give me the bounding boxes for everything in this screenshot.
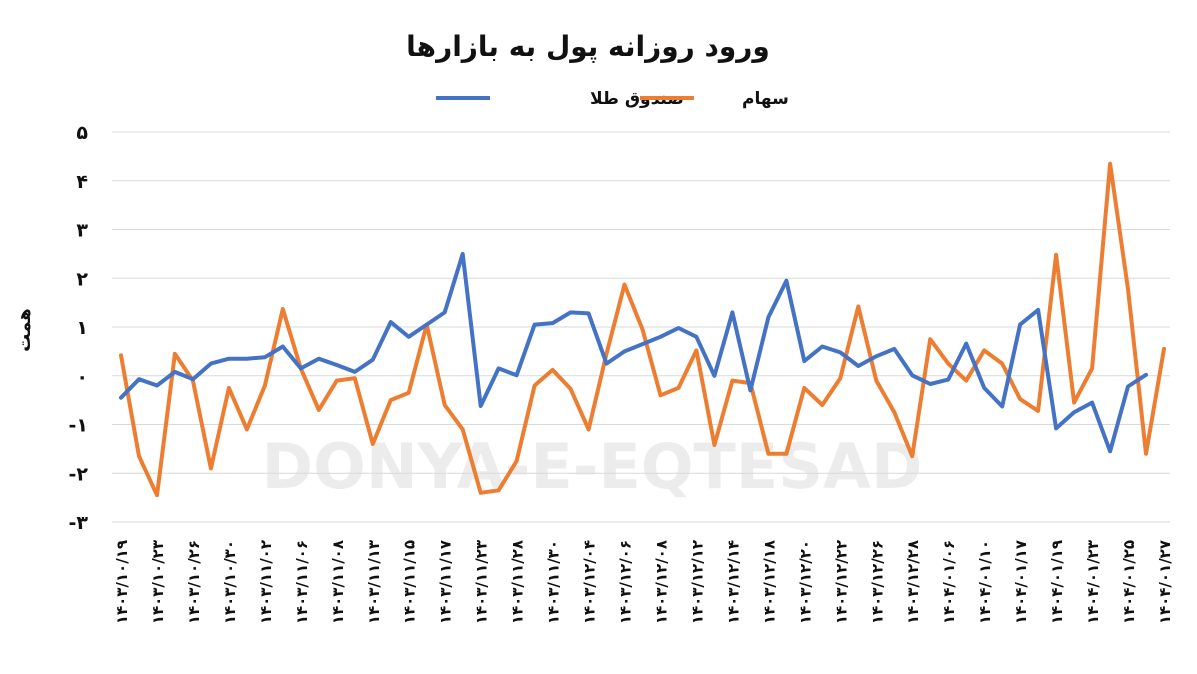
x-tick-label: ۱۴۰۳/۱۰/۳۰: [221, 540, 239, 624]
x-tick-label: ۱۴۰۳/۱۲/۲۶: [868, 540, 886, 624]
x-tick-label: ۱۴۰۳/۱۲/۲۰: [796, 540, 814, 624]
x-tick-label: ۱۴۰۴/۰۱/۲۵: [1120, 540, 1138, 624]
x-tick-label: ۱۴۰۴/۰۱/۱۷: [1012, 540, 1030, 624]
x-tick-label: ۱۴۰۳/۱۱/۰۲: [257, 540, 275, 624]
x-tick-label: ۱۴۰۳/۱۲/۰۸: [652, 540, 670, 624]
y-tick-label: ۳: [76, 220, 88, 242]
x-axis-ticks: ۱۴۰۳/۱۰/۱۹ ۱۴۰۳/۱۰/۲۳ ۱۴۰۳/۱۰/۲۶ ۱۴۰۳/۱۰/۳۰…: [113, 540, 1174, 624]
y-tick-label: ۲: [76, 268, 88, 290]
legend-item-gold-fund: صندوق طلا: [436, 89, 684, 109]
y-tick-label: ۴: [76, 171, 88, 193]
x-tick-label: ۱۴۰۳/۱۱/۰۸: [329, 540, 347, 624]
x-tick-label: ۱۴۰۳/۱۲/۱۸: [760, 540, 778, 624]
x-tick-label: ۱۴۰۳/۱۱/۲۸: [509, 540, 527, 624]
x-tick-label: ۱۴۰۳/۱۲/۰۶: [617, 540, 635, 624]
legend-label-gold-fund: صندوق طلا: [590, 89, 684, 109]
series-line-1: [119, 161, 1166, 498]
x-tick-label: ۱۴۰۴/۰۱/۲۳: [1084, 540, 1102, 624]
x-tick-label: ۱۴۰۴/۰۱/۱۰: [976, 540, 994, 624]
y-axis-ticks: -۳ -۲ -۱ ۰ ۱ ۲ ۳ ۴ ۵: [69, 122, 89, 534]
x-tick-label: ۱۴۰۳/۱۱/۳۰: [545, 540, 563, 624]
y-tick-label: ۱: [76, 317, 88, 339]
x-tick-label: ۱۴۰۳/۱۱/۱۳: [365, 540, 383, 624]
x-tick-label: ۱۴۰۴/۰۱/۲۷: [1156, 540, 1174, 624]
x-tick-label: ۱۴۰۳/۱۲/۲۲: [832, 540, 850, 624]
x-tick-label: ۱۴۰۳/۱۲/۰۴: [581, 540, 599, 624]
x-tick-label: ۱۴۰۴/۰۱/۰۶: [940, 540, 958, 624]
x-tick-label: ۱۴۰۳/۱۲/۲۸: [904, 540, 922, 624]
chart-title: ورود روزانه پول به بازارها: [406, 30, 770, 63]
x-tick-label: ۱۴۰۳/۱۲/۱۲: [688, 540, 706, 624]
x-tick-label: ۱۴۰۳/۱۲/۱۴: [724, 540, 742, 624]
x-tick-label: ۱۴۰۳/۱۱/۲۳: [473, 540, 491, 624]
x-tick-label: ۱۴۰۳/۱۱/۱۵: [401, 540, 419, 624]
y-axis-label: همت: [14, 308, 35, 352]
legend: صندوق طلا سهام: [436, 89, 789, 109]
x-tick-label: ۱۴۰۳/۱۰/۱۹: [113, 540, 131, 624]
legend-label-stocks: سهام: [742, 89, 789, 109]
y-tick-label: ۵: [76, 122, 88, 144]
legend-item-stocks: سهام: [640, 89, 789, 109]
series-lines: [119, 161, 1166, 498]
y-tick-label: -۳: [69, 512, 89, 534]
x-tick-label: ۱۴۰۳/۱۱/۰۶: [293, 540, 311, 624]
y-tick-label: ۰: [76, 366, 88, 388]
y-tick-label: -۱: [69, 415, 88, 437]
y-tick-label: -۲: [69, 463, 89, 485]
x-tick-label: ۱۴۰۳/۱۰/۲۶: [185, 540, 203, 624]
watermark: DONYA-E-EQTESAD: [262, 430, 923, 503]
x-tick-label: ۱۴۰۴/۰۱/۱۹: [1048, 540, 1066, 624]
series-line-0: [119, 251, 1148, 454]
x-tick-label: ۱۴۰۳/۱۰/۲۳: [149, 540, 167, 624]
x-tick-label: ۱۴۰۳/۱۱/۱۷: [437, 540, 455, 624]
